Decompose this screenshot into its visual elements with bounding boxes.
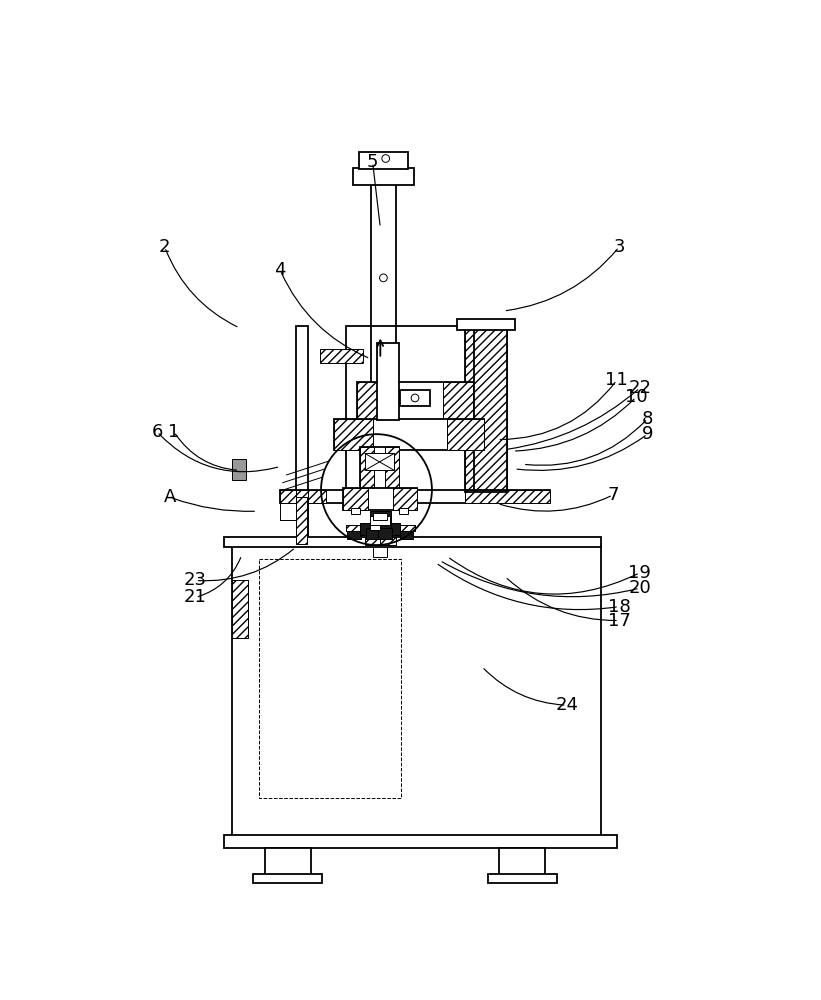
Bar [366,528,380,539]
Bar [392,525,415,531]
Bar [224,537,601,547]
Bar [334,419,484,450]
Bar [232,580,248,638]
Bar [232,459,246,480]
Text: 21: 21 [184,588,207,606]
Text: 23: 23 [184,571,207,589]
Bar [359,152,408,169]
Bar [357,382,473,420]
Text: 8: 8 [642,410,654,428]
Text: 9: 9 [642,425,654,443]
Text: 10: 10 [625,388,647,406]
Bar [280,490,550,503]
Bar [224,835,617,848]
Bar [447,419,484,450]
Bar [352,168,415,185]
Text: 24: 24 [555,696,578,714]
Bar [393,488,416,510]
Bar [357,382,388,420]
Text: 18: 18 [608,598,631,616]
Bar [378,343,399,420]
Bar [380,537,396,545]
Bar [296,326,308,492]
Bar [232,544,601,836]
Text: 20: 20 [628,579,651,597]
Bar [465,326,507,492]
Text: 11: 11 [605,371,628,389]
Bar [360,447,399,490]
Bar [334,419,373,450]
Bar [371,168,396,383]
Text: 1: 1 [168,423,180,441]
Bar [296,490,308,544]
Bar [343,488,368,510]
Text: 4: 4 [274,261,286,279]
Bar [499,848,545,875]
Bar [320,349,363,363]
Bar [346,525,415,531]
Text: 17: 17 [608,611,631,630]
Bar [346,326,475,492]
Bar [465,490,550,503]
Bar [280,490,327,503]
Bar [347,528,361,539]
Bar [360,523,369,535]
Text: 22: 22 [628,379,651,397]
Bar [265,848,311,875]
Bar [378,528,392,539]
Bar [253,874,322,883]
Bar [365,453,394,470]
Bar [369,520,380,530]
Bar [488,874,557,883]
Bar [391,523,401,535]
Bar [374,513,388,520]
Bar [369,511,391,533]
Bar [400,528,414,539]
Text: 6: 6 [151,423,163,441]
Text: 3: 3 [613,238,625,256]
Bar [457,319,515,330]
Bar [343,488,416,510]
Text: 7: 7 [607,486,619,504]
Text: A: A [164,488,177,506]
Bar [360,447,374,490]
Bar [296,497,307,544]
Text: 2: 2 [159,238,171,256]
Bar [399,508,408,514]
Bar [443,382,473,420]
Bar [351,508,360,514]
Text: 19: 19 [628,564,651,582]
Bar [365,537,380,545]
Bar [401,389,429,406]
Bar [259,559,401,798]
Bar [370,516,390,525]
Bar [232,580,248,638]
Text: 5: 5 [367,153,378,171]
Bar [374,511,388,557]
Bar [465,326,507,492]
Bar [385,447,399,490]
Bar [346,525,369,531]
